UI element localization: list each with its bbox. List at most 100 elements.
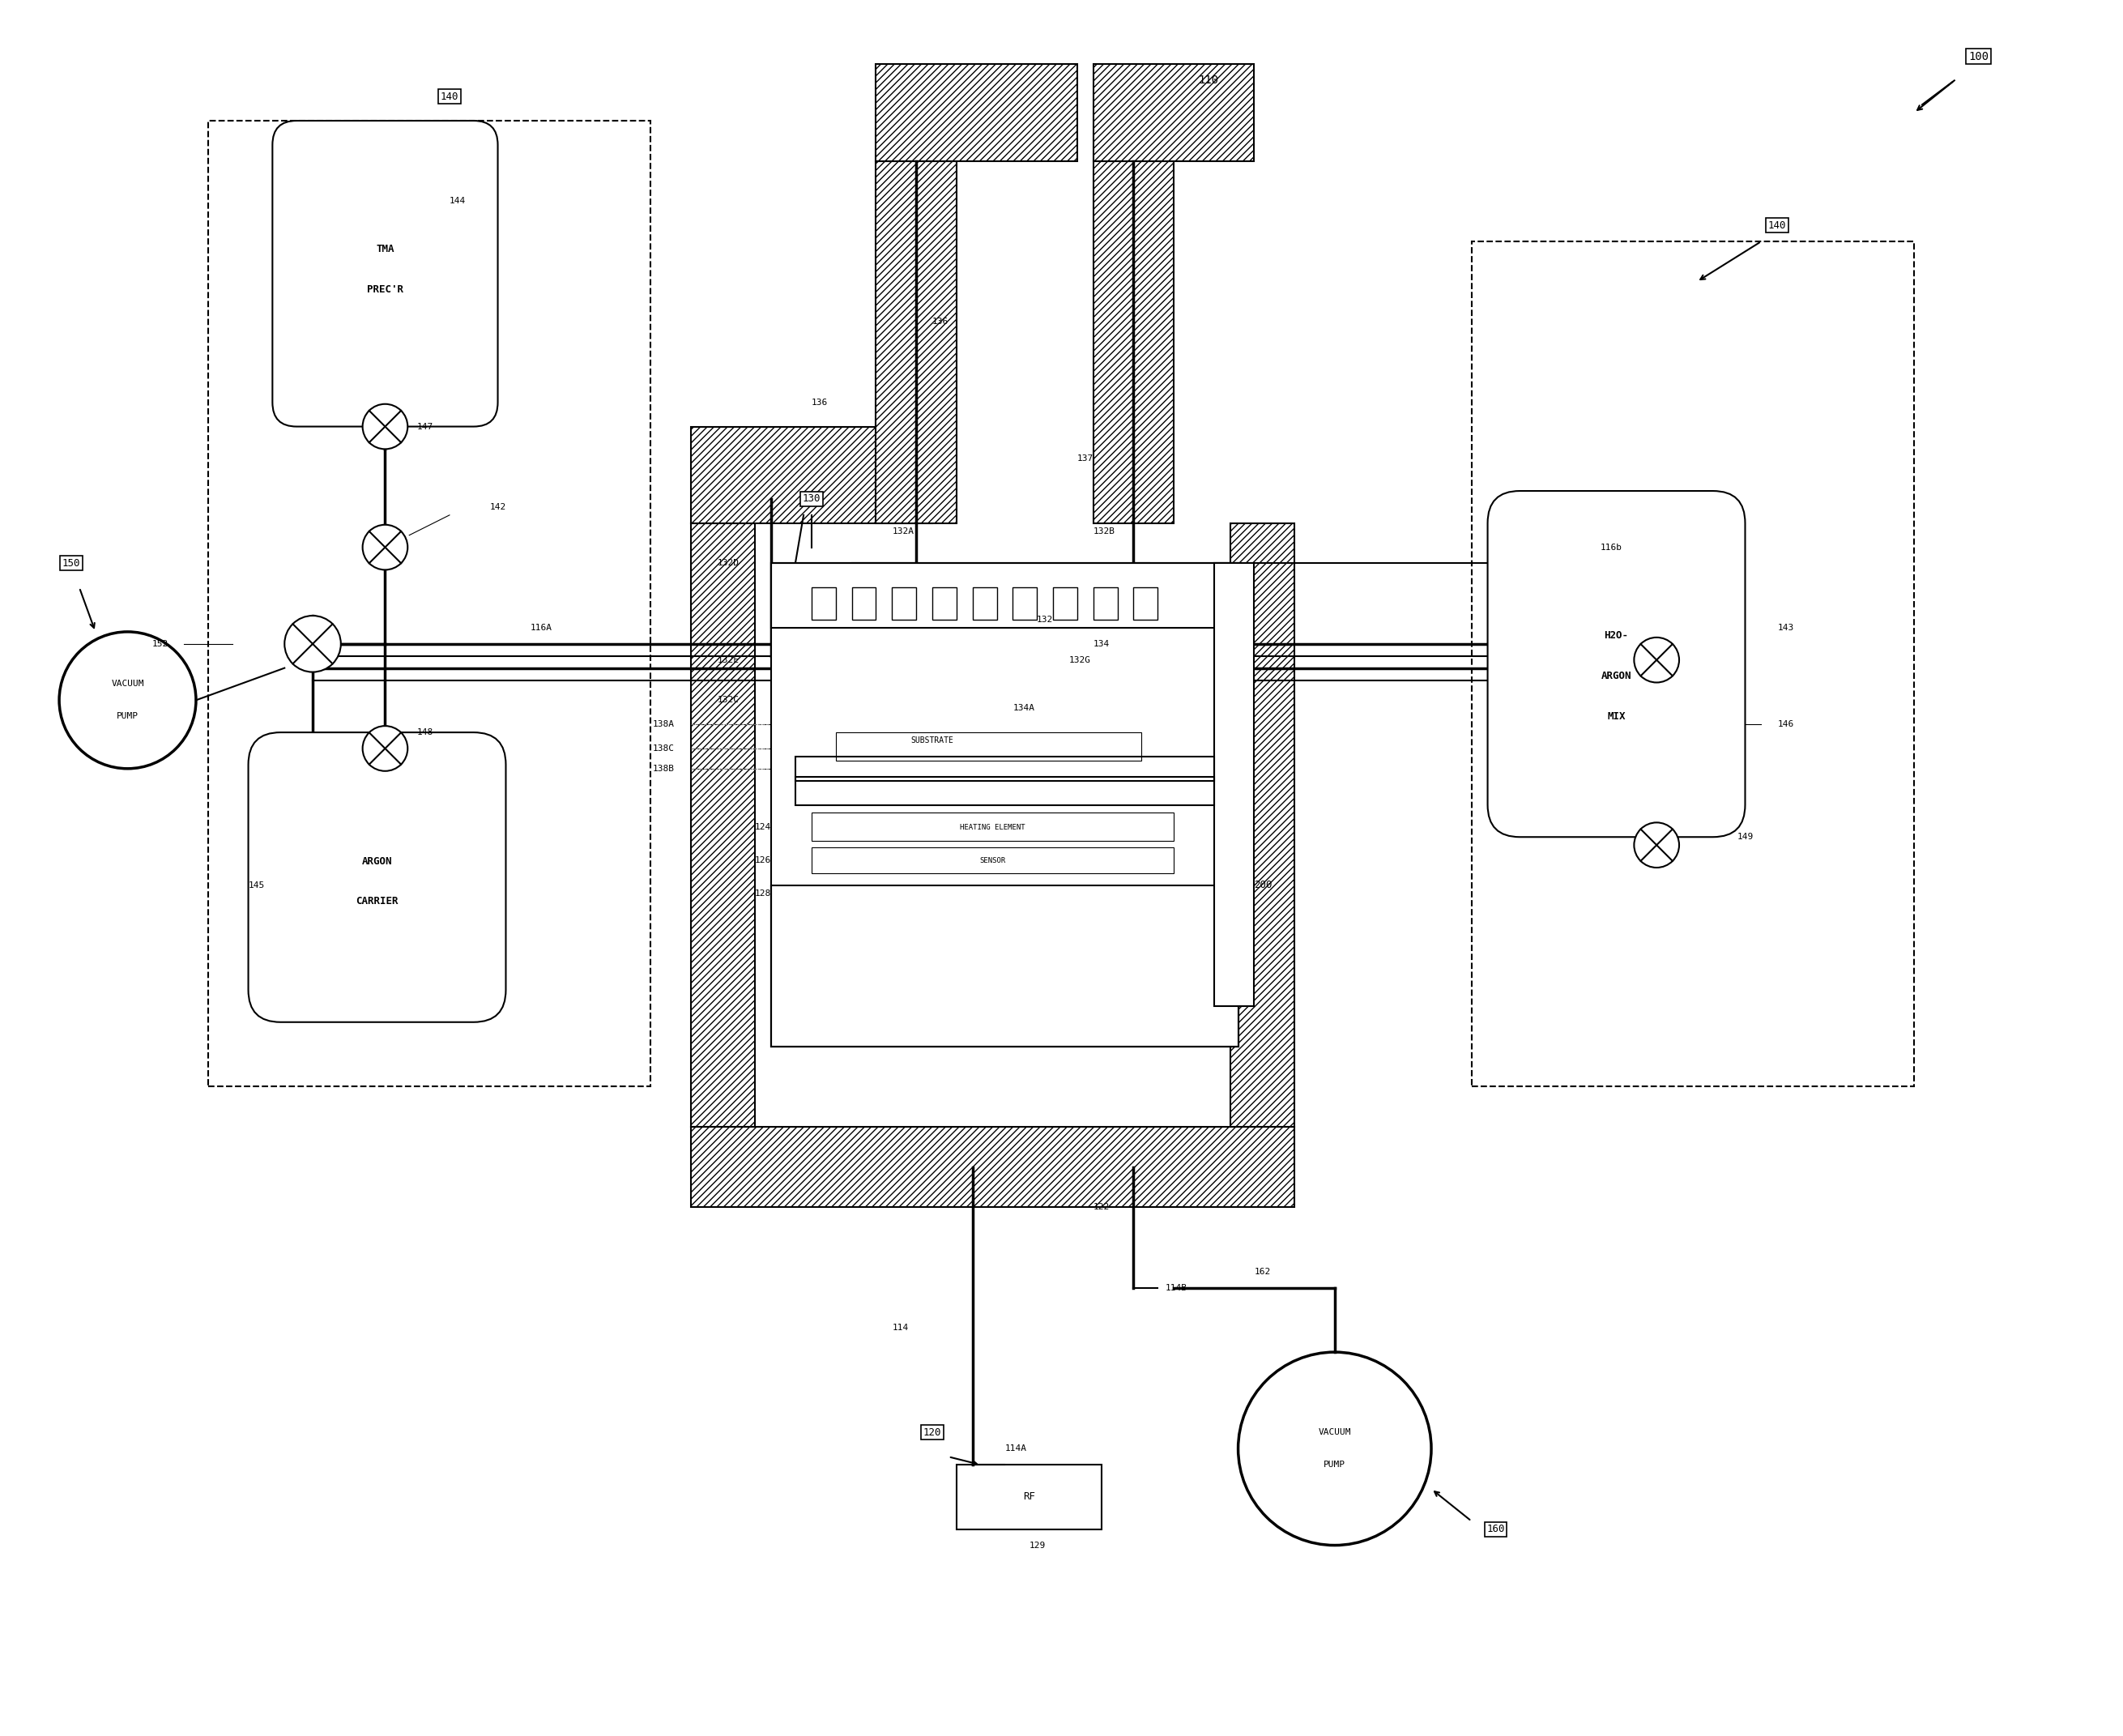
Bar: [877, 161, 957, 523]
Bar: [892, 587, 917, 620]
Bar: [811, 847, 1174, 873]
Text: TMA: TMA: [376, 245, 395, 255]
Text: 114A: 114A: [1004, 1444, 1028, 1453]
Text: 147: 147: [418, 422, 433, 431]
Text: 138C: 138C: [654, 745, 675, 752]
Bar: [1093, 161, 1174, 523]
Bar: [1013, 587, 1036, 620]
Text: 146: 146: [1777, 720, 1794, 729]
Bar: [972, 587, 996, 620]
Text: 132G: 132G: [1070, 656, 1091, 663]
FancyBboxPatch shape: [248, 733, 505, 1023]
Text: 142: 142: [490, 503, 505, 510]
Bar: [796, 776, 1214, 806]
Text: 132D: 132D: [718, 559, 739, 568]
Text: 129: 129: [1030, 1542, 1045, 1549]
Text: 143: 143: [1777, 623, 1794, 632]
Text: 136: 136: [811, 398, 828, 406]
Bar: [208, 122, 650, 1087]
Bar: [1229, 523, 1295, 1127]
Bar: [771, 564, 1238, 628]
Text: 132: 132: [1036, 616, 1053, 623]
Text: 130: 130: [802, 493, 822, 503]
Bar: [771, 885, 1238, 1047]
Text: MIX: MIX: [1607, 712, 1626, 722]
Text: RF: RF: [1023, 1491, 1036, 1502]
Text: 138A: 138A: [654, 720, 675, 729]
Text: 114B: 114B: [1166, 1283, 1187, 1292]
Circle shape: [1635, 823, 1679, 868]
Bar: [690, 427, 932, 523]
FancyBboxPatch shape: [1488, 491, 1745, 837]
Bar: [1134, 587, 1157, 620]
Bar: [289, 201, 490, 321]
Bar: [1093, 64, 1255, 161]
Text: HEATING ELEMENT: HEATING ELEMENT: [960, 823, 1025, 832]
Text: 132C: 132C: [718, 696, 739, 705]
Circle shape: [363, 726, 408, 771]
Bar: [771, 885, 1238, 1047]
Circle shape: [59, 632, 195, 769]
Bar: [1214, 564, 1255, 1007]
Bar: [877, 64, 1076, 161]
Text: SENSOR: SENSOR: [979, 856, 1006, 865]
Text: 114: 114: [892, 1325, 909, 1332]
Text: 132E: 132E: [718, 656, 739, 663]
Text: 132B: 132B: [1093, 528, 1115, 535]
Bar: [1053, 587, 1076, 620]
Text: 160: 160: [1486, 1524, 1505, 1535]
Text: 137: 137: [1076, 455, 1093, 464]
Bar: [957, 1465, 1102, 1529]
Text: H2O-: H2O-: [1605, 630, 1628, 641]
Text: 120: 120: [924, 1427, 940, 1437]
Circle shape: [284, 616, 342, 672]
Text: PUMP: PUMP: [1325, 1460, 1346, 1469]
Text: 144: 144: [450, 198, 465, 205]
Text: 152: 152: [151, 641, 168, 648]
Text: 100: 100: [1968, 50, 1989, 62]
Text: ARGON: ARGON: [1601, 670, 1633, 681]
Circle shape: [1635, 637, 1679, 682]
Text: PREC'R: PREC'R: [367, 285, 403, 295]
Text: 150: 150: [62, 557, 81, 569]
Text: 145: 145: [248, 882, 265, 889]
Bar: [1471, 241, 1915, 1087]
Text: 116b: 116b: [1601, 543, 1622, 552]
Bar: [811, 812, 1174, 840]
Circle shape: [1238, 1352, 1431, 1545]
Text: 149: 149: [1737, 833, 1754, 840]
Text: VACUUM: VACUUM: [1318, 1429, 1350, 1437]
Text: 134: 134: [1093, 641, 1110, 648]
Bar: [796, 757, 1214, 781]
Bar: [836, 733, 1142, 760]
Bar: [932, 587, 957, 620]
Text: ARGON: ARGON: [361, 856, 393, 866]
Text: 136: 136: [932, 318, 949, 326]
Text: 128: 128: [756, 889, 771, 898]
Text: CARRIER: CARRIER: [357, 896, 399, 906]
Bar: [690, 523, 756, 1127]
Circle shape: [363, 524, 408, 569]
Text: 122: 122: [1093, 1203, 1110, 1212]
Text: 138B: 138B: [654, 764, 675, 773]
Text: 116A: 116A: [531, 623, 552, 632]
Text: 124: 124: [756, 823, 771, 832]
Text: 148: 148: [418, 729, 433, 736]
Text: 134A: 134A: [1013, 705, 1034, 712]
Text: 140: 140: [1768, 220, 1785, 231]
Text: 132A: 132A: [892, 528, 915, 535]
Text: VACUUM: VACUUM: [110, 681, 144, 687]
Bar: [851, 587, 877, 620]
Text: 110: 110: [1197, 75, 1219, 87]
FancyBboxPatch shape: [272, 122, 497, 427]
Text: 140: 140: [439, 92, 459, 102]
Circle shape: [363, 404, 408, 450]
Text: PUMP: PUMP: [117, 712, 138, 720]
Bar: [771, 564, 1238, 1047]
Text: SUBSTRATE: SUBSTRATE: [911, 736, 953, 745]
Bar: [811, 587, 836, 620]
Text: 126: 126: [756, 856, 771, 865]
Text: 200: 200: [1255, 880, 1272, 891]
Bar: [690, 1127, 1295, 1207]
Bar: [1093, 587, 1117, 620]
